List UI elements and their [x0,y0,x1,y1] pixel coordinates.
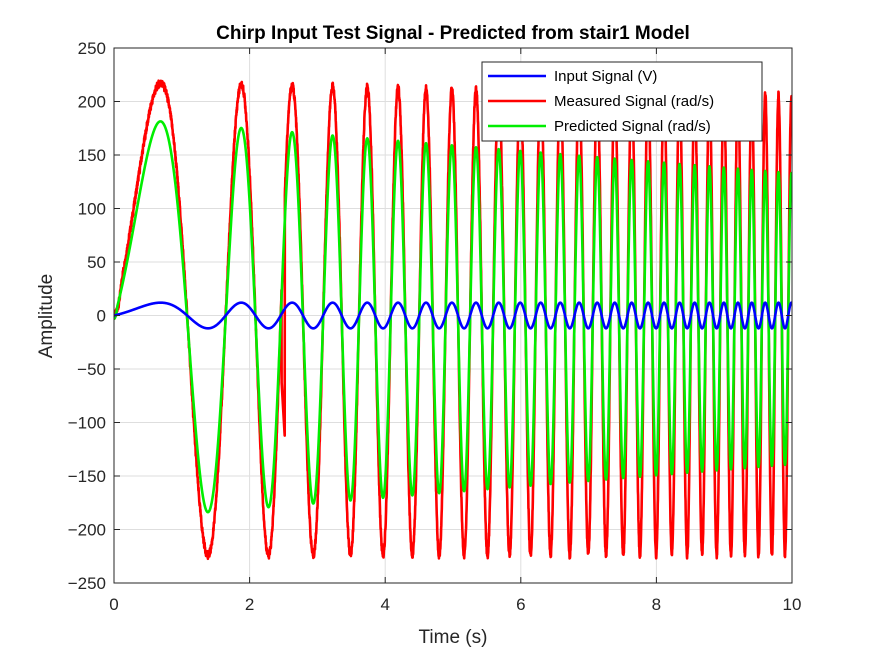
x-tick-label: 6 [516,595,525,614]
x-tick-label: 0 [109,595,118,614]
y-tick-label: −150 [68,467,106,486]
series-line-predicted [114,120,792,514]
ticks: 0 2 4 6 8 10 −250 −200 −150 −100 −50 0 50 100 150 200 25… [68,39,802,614]
legend-entry-label: Input Signal (V) [554,68,657,85]
legend-entry-label: Measured Signal (rad/s) [554,93,714,110]
x-tick-label: 4 [380,595,389,614]
y-tick-label: 250 [78,39,106,58]
y-tick-label: −250 [68,574,106,593]
y-tick-label: −50 [77,360,106,379]
series-line-input [114,301,792,330]
y-tick-label: 50 [87,253,106,272]
y-tick-label: 200 [78,93,106,112]
x-axis-label: Time (s) [419,627,488,648]
x-tick-label: 10 [783,595,802,614]
legend-entry-label: Predicted Signal (rad/s) [554,118,711,135]
y-tick-label: 0 [97,307,106,326]
chart-title: Chirp Input Test Signal - Predicted from… [216,23,690,44]
x-tick-label: 8 [652,595,661,614]
y-tick-label: 150 [78,146,106,165]
x-tick-label: 2 [245,595,254,614]
y-axis-label: Amplitude [36,274,57,359]
y-tick-label: −200 [68,521,106,540]
y-tick-label: 100 [78,200,106,219]
legend: Input Signal (V) Measured Signal (rad/s) P… [481,61,763,142]
y-tick-label: −100 [68,414,106,433]
